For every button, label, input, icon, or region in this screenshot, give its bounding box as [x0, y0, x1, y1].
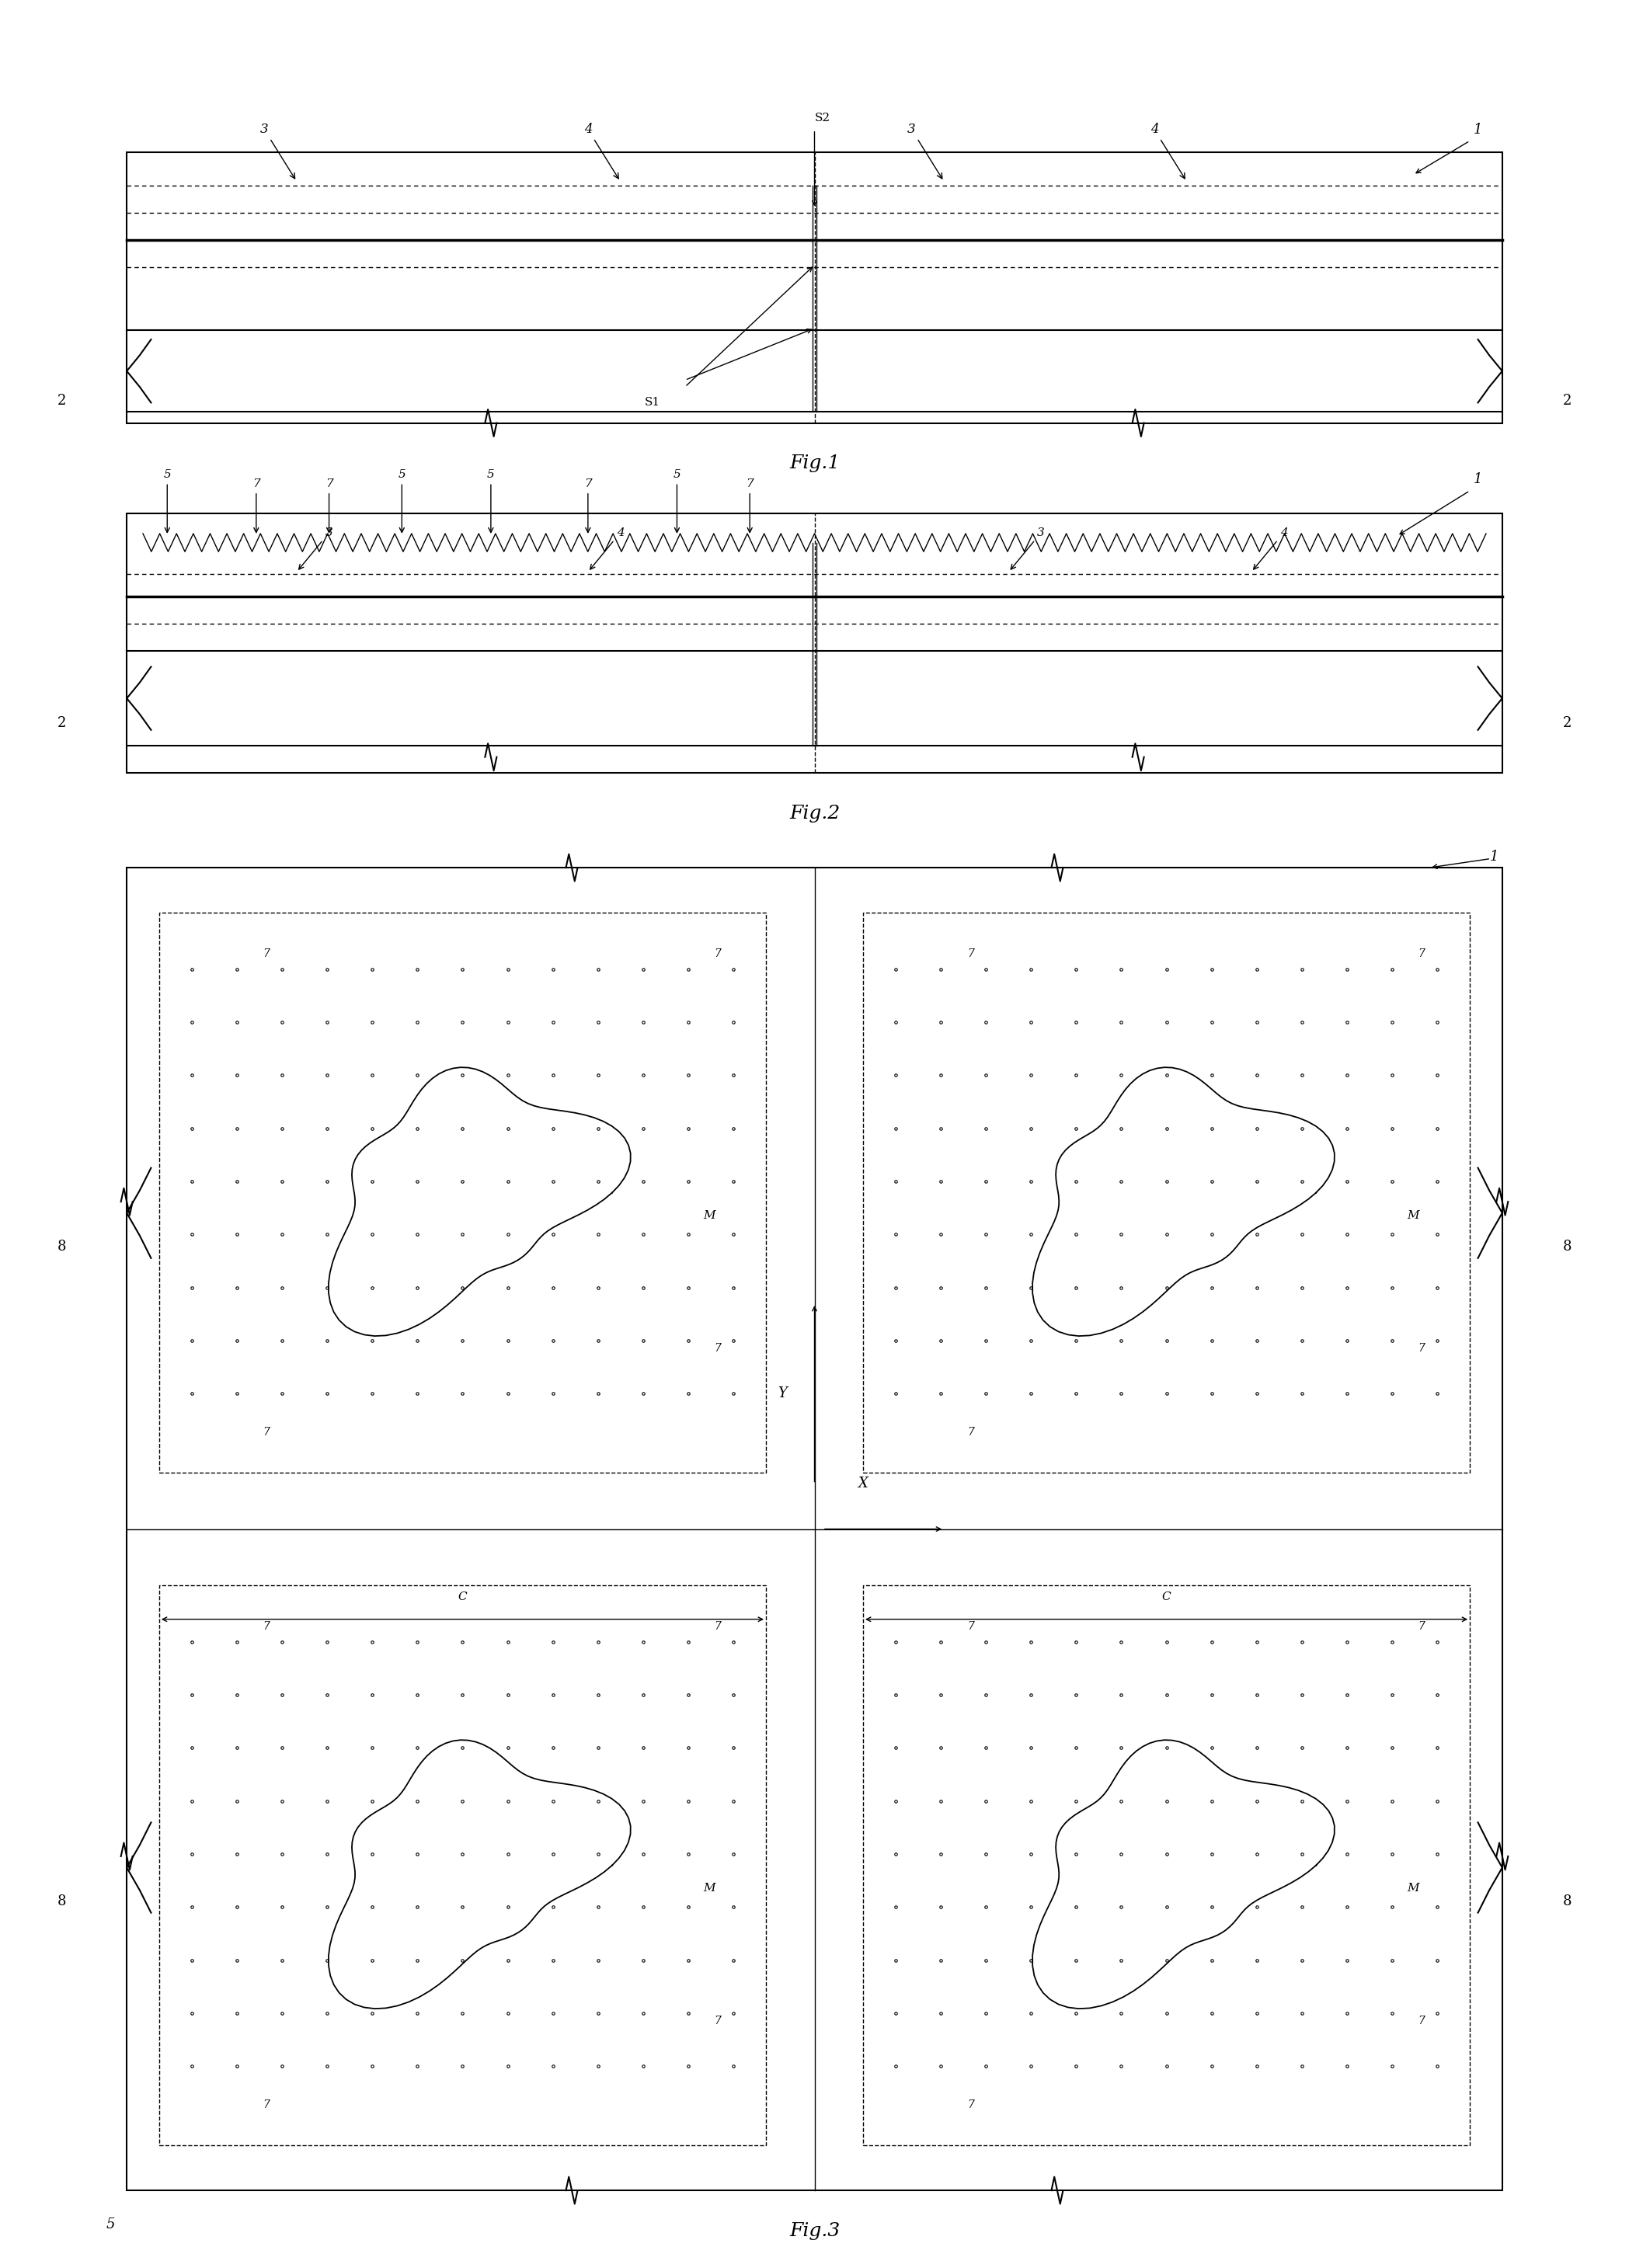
- Text: 7: 7: [585, 479, 591, 533]
- Text: 7: 7: [264, 2100, 270, 2109]
- Text: Fig.2: Fig.2: [788, 805, 841, 823]
- Text: Fig.1: Fig.1: [788, 454, 841, 472]
- Text: S2: S2: [814, 113, 831, 125]
- Text: 7: 7: [264, 948, 270, 959]
- Text: 7: 7: [714, 1622, 722, 1631]
- Text: 7: 7: [1417, 1343, 1425, 1354]
- Text: 3: 3: [261, 122, 295, 179]
- Text: M: M: [704, 1882, 715, 1894]
- Text: M: M: [1407, 1882, 1419, 1894]
- Text: 4: 4: [1150, 122, 1184, 179]
- Text: 7: 7: [968, 2100, 974, 2109]
- Text: 7: 7: [326, 479, 332, 533]
- Text: 2: 2: [57, 392, 67, 408]
- Text: 8: 8: [1562, 1241, 1572, 1254]
- Text: 7: 7: [714, 948, 722, 959]
- Text: 7: 7: [714, 1343, 722, 1354]
- Text: X: X: [858, 1476, 868, 1490]
- Text: 3: 3: [907, 122, 942, 179]
- Text: 5: 5: [106, 2218, 116, 2232]
- Text: 7: 7: [714, 2016, 722, 2028]
- Text: 7: 7: [746, 479, 754, 533]
- Text: 8: 8: [57, 1241, 67, 1254]
- Text: 7: 7: [1417, 948, 1425, 959]
- Text: Y: Y: [777, 1386, 787, 1402]
- Text: 4: 4: [583, 122, 619, 179]
- Text: 7: 7: [968, 948, 974, 959]
- Text: M: M: [704, 1209, 715, 1220]
- Text: 8: 8: [1562, 1894, 1572, 1907]
- Text: 5: 5: [673, 469, 681, 533]
- Text: 4: 4: [590, 526, 624, 569]
- Text: 3: 3: [1012, 526, 1044, 569]
- Text: 5: 5: [163, 469, 171, 533]
- Text: 1: 1: [1489, 850, 1499, 864]
- Text: 7: 7: [264, 1622, 270, 1631]
- Text: 3: 3: [298, 526, 332, 569]
- Text: 7: 7: [968, 1622, 974, 1631]
- Text: 7: 7: [1417, 1622, 1425, 1631]
- Text: 5: 5: [487, 469, 495, 533]
- Text: 7: 7: [264, 1427, 270, 1438]
- Text: S1: S1: [645, 397, 660, 408]
- Text: C: C: [458, 1592, 468, 1601]
- Text: 4: 4: [1254, 526, 1287, 569]
- Text: 1: 1: [1474, 122, 1482, 136]
- Text: Fig.3: Fig.3: [788, 2223, 841, 2241]
- Text: 7: 7: [252, 479, 261, 533]
- Text: 8: 8: [57, 1894, 67, 1907]
- Text: 2: 2: [1562, 717, 1572, 730]
- Text: 7: 7: [968, 1427, 974, 1438]
- Text: C: C: [1161, 1592, 1171, 1601]
- Text: 5: 5: [397, 469, 406, 533]
- Text: 7: 7: [1417, 2016, 1425, 2028]
- Text: 2: 2: [57, 717, 67, 730]
- Text: 2: 2: [1562, 392, 1572, 408]
- Text: 1: 1: [1474, 472, 1482, 485]
- Text: M: M: [1407, 1209, 1419, 1220]
